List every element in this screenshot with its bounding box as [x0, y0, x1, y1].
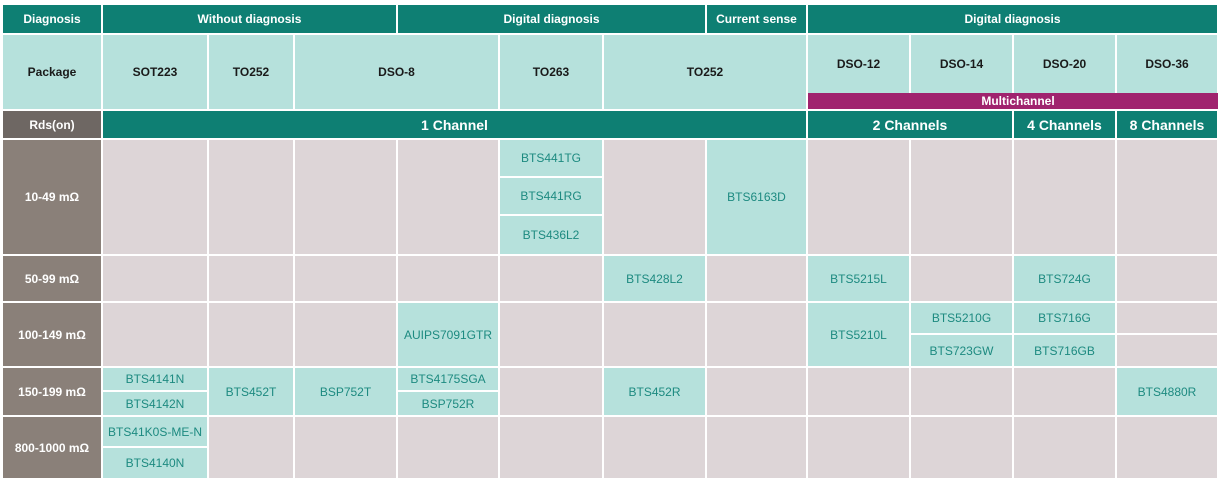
- package-to252: TO252: [209, 35, 293, 109]
- empty-cell: [1117, 256, 1217, 301]
- package-dso20: DSO-20: [1014, 35, 1115, 93]
- product-bts723gw[interactable]: BTS723GW: [911, 335, 1012, 366]
- product-bts4140n[interactable]: BTS4140N: [103, 448, 207, 478]
- empty-cell: [604, 140, 705, 254]
- empty-cell: [398, 140, 498, 254]
- empty-cell: [604, 417, 705, 478]
- current-sense-header: Current sense: [707, 5, 806, 33]
- product-bts4175sga[interactable]: BTS4175SGA: [398, 368, 498, 390]
- row-label-150-199: 150-199 mΩ: [3, 368, 101, 415]
- product-bts4142n[interactable]: BTS4142N: [103, 392, 207, 415]
- product-bts441tg[interactable]: BTS441TG: [500, 140, 602, 176]
- package-to263: TO263: [500, 35, 602, 109]
- empty-cell: [500, 417, 602, 478]
- empty-cell: [707, 368, 806, 415]
- two-channels-header: 2 Channels: [808, 111, 1012, 138]
- row-label-50-99: 50-99 mΩ: [3, 256, 101, 301]
- empty-cell: [1117, 303, 1217, 333]
- product-auips7091gtr[interactable]: AUIPS7091GTR: [398, 303, 498, 366]
- empty-cell: [103, 256, 207, 301]
- empty-cell: [398, 256, 498, 301]
- row-label-10-49: 10-49 mΩ: [3, 140, 101, 254]
- product-bts4141n[interactable]: BTS4141N: [103, 368, 207, 390]
- empty-cell: [911, 140, 1012, 254]
- product-bts41k0s-me-n[interactable]: BTS41K0S-ME-N: [103, 417, 207, 446]
- empty-cell: [209, 303, 293, 366]
- package-dso14: DSO-14: [911, 35, 1012, 93]
- product-bts428l2[interactable]: BTS428L2: [604, 256, 705, 301]
- empty-cell: [295, 417, 396, 478]
- product-bsp752t[interactable]: BSP752T: [295, 368, 396, 415]
- empty-cell: [1014, 368, 1115, 415]
- diagnosis-header: Diagnosis: [3, 5, 101, 33]
- empty-cell: [295, 256, 396, 301]
- package-dso12: DSO-12: [808, 35, 909, 93]
- empty-cell: [295, 140, 396, 254]
- empty-cell: [500, 303, 602, 366]
- empty-cell: [398, 417, 498, 478]
- product-bts724g[interactable]: BTS724G: [1014, 256, 1115, 301]
- empty-cell: [103, 140, 207, 254]
- package-dso8: DSO-8: [295, 35, 498, 109]
- product-bts452t[interactable]: BTS452T: [209, 368, 293, 415]
- empty-cell: [707, 303, 806, 366]
- empty-cell: [808, 417, 909, 478]
- without-diagnosis-header: Without diagnosis: [103, 5, 396, 33]
- empty-cell: [209, 417, 293, 478]
- empty-cell: [911, 417, 1012, 478]
- empty-cell: [209, 256, 293, 301]
- empty-cell: [911, 368, 1012, 415]
- empty-cell: [500, 368, 602, 415]
- empty-cell: [604, 303, 705, 366]
- rdson-label: Rds(on): [3, 111, 101, 138]
- product-bts716g[interactable]: BTS716G: [1014, 303, 1115, 333]
- empty-cell: [1117, 417, 1217, 478]
- empty-cell: [1014, 140, 1115, 254]
- four-channels-header: 4 Channels: [1014, 111, 1115, 138]
- empty-cell: [707, 256, 806, 301]
- empty-cell: [103, 303, 207, 366]
- empty-cell: [1117, 335, 1217, 366]
- digital-diagnosis-header: Digital diagnosis: [398, 5, 705, 33]
- product-bts4880r[interactable]: BTS4880R: [1117, 368, 1217, 415]
- empty-cell: [1117, 140, 1217, 254]
- multichannel-band: Multichannel: [808, 93, 1218, 109]
- product-bts5210l[interactable]: BTS5210L: [808, 303, 909, 366]
- product-bts6163d[interactable]: BTS6163D: [707, 140, 806, 254]
- empty-cell: [707, 417, 806, 478]
- empty-cell: [911, 256, 1012, 301]
- eight-channels-header: 8 Channels: [1117, 111, 1217, 138]
- row-label-800-1000: 800-1000 mΩ: [3, 417, 101, 478]
- empty-cell: [1014, 417, 1115, 478]
- one-channel-header: 1 Channel: [103, 111, 806, 138]
- row-label-100-149: 100-149 mΩ: [3, 303, 101, 366]
- empty-cell: [808, 368, 909, 415]
- package-label: Package: [3, 35, 101, 109]
- product-bts716gb[interactable]: BTS716GB: [1014, 335, 1115, 366]
- empty-cell: [209, 140, 293, 254]
- empty-cell: [808, 140, 909, 254]
- package-dso36: DSO-36: [1117, 35, 1217, 93]
- product-bsp752r[interactable]: BSP752R: [398, 392, 498, 415]
- product-bts452r[interactable]: BTS452R: [604, 368, 705, 415]
- product-bts441rg[interactable]: BTS441RG: [500, 178, 602, 214]
- package-sot223: SOT223: [103, 35, 207, 109]
- product-bts5215l[interactable]: BTS5215L: [808, 256, 909, 301]
- product-bts436l2[interactable]: BTS436L2: [500, 216, 602, 254]
- package-to252-current-sense: TO252: [604, 35, 806, 109]
- empty-cell: [500, 256, 602, 301]
- digital-diagnosis-multichannel-header: Digital diagnosis: [808, 5, 1217, 33]
- product-bts5210g[interactable]: BTS5210G: [911, 303, 1012, 333]
- empty-cell: [295, 303, 396, 366]
